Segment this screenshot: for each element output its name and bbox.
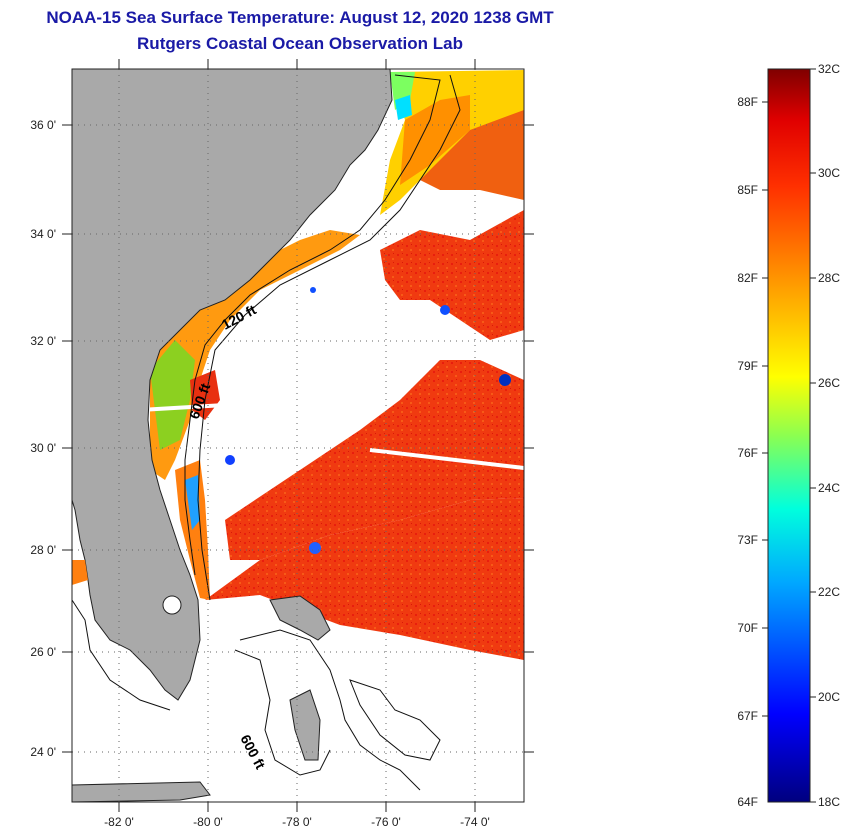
gulf-sst-patch [72,560,88,585]
axis-ticks [62,59,534,812]
graticule [72,69,524,802]
celsius-label: 22C [818,585,840,599]
lon-label: -82 0' [104,815,134,829]
fahrenheit-label: 64F [737,795,758,809]
fahrenheit-label: 79F [737,359,758,373]
lake-okeechobee [162,595,182,615]
longitude-labels: -82 0' -80 0' -78 0' -76 0' -74 0' [104,815,490,829]
fahrenheit-label: 70F [737,621,758,635]
land-bahamas [269,595,331,641]
map-title: NOAA-15 Sea Surface Temperature: August … [46,8,554,27]
map-subtitle: Rutgers Coastal Ocean Observation Lab [137,34,463,53]
colorbar-celsius-labels [810,68,816,803]
fahrenheit-label: 76F [737,446,758,460]
celsius-label: 20C [818,690,840,704]
fahrenheit-label: 85F [737,183,758,197]
lat-label: 26 0' [30,645,56,659]
bathymetry-contours [71,74,461,791]
celsius-label: 28C [818,271,840,285]
fahrenheit-label: 73F [737,533,758,547]
lat-label: 32 0' [30,334,56,348]
celsius-label: 30C [818,166,840,180]
lat-label: 36 0' [30,118,56,132]
lat-label: 24 0' [30,745,56,759]
celsius-label: 24C [818,481,840,495]
lat-label: 34 0' [30,227,56,241]
lon-label: -80 0' [193,815,223,829]
lon-label: -78 0' [282,815,312,829]
colorbar-fahrenheit-ticks [762,101,768,717]
latitude-labels: 36 0' 34 0' 32 0' 30 0' 28 0' 26 0' 24 0… [30,118,56,759]
fahrenheit-label: 82F [737,271,758,285]
fahrenheit-label: 88F [737,95,758,109]
land-andros [289,689,321,761]
lon-label: -74 0' [460,815,490,829]
land-us-southeast [71,68,393,701]
lon-label: -76 0' [371,815,401,829]
lat-label: 30 0' [30,441,56,455]
fahrenheit-label: 67F [737,709,758,723]
colorbar [767,68,811,803]
celsius-label: 32C [818,62,840,76]
lat-label: 28 0' [30,543,56,557]
celsius-label: 18C [818,795,840,809]
scan-gap-lines [139,403,525,470]
celsius-label: 26C [818,376,840,390]
